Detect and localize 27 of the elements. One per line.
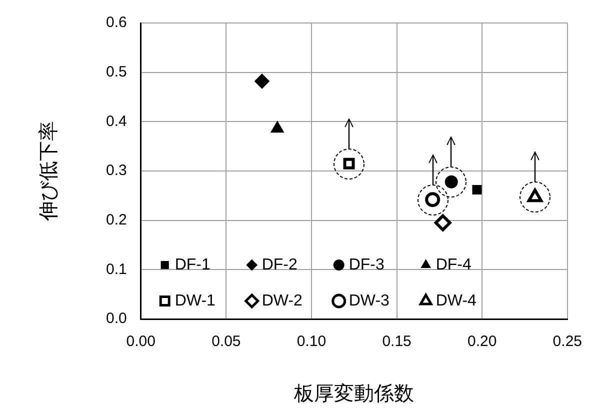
legend-label: DW-4 <box>436 292 477 310</box>
x-tick-label: 0.25 <box>552 333 582 350</box>
y-axis-title: 伸び低下率 <box>36 121 60 222</box>
legend-label: DF-1 <box>174 256 211 274</box>
y-tick-label: 0.2 <box>106 211 127 228</box>
point <box>434 214 452 232</box>
legend-label: DW-2 <box>262 292 303 310</box>
y-tick-label: 0.3 <box>106 162 127 180</box>
legend-label: DF-4 <box>436 256 472 274</box>
x-tick-label: 0.00 <box>126 333 156 350</box>
x-tick-label: 0.15 <box>382 333 412 350</box>
y-tick-label: 0.1 <box>106 260 127 278</box>
point <box>254 74 270 89</box>
y-tick-label: 0.6 <box>106 14 127 32</box>
y-tick-label: 0.4 <box>106 112 127 130</box>
point <box>472 185 482 194</box>
legend-label: DW-1 <box>174 292 216 310</box>
point <box>270 121 284 133</box>
legend-label: DF-3 <box>348 256 385 274</box>
y-tick-label: 0.0 <box>106 310 127 328</box>
x-axis-title: 板厚変動係数 <box>293 381 414 406</box>
y-tick-label: 0.5 <box>106 63 127 80</box>
legend-label: DW-3 <box>348 292 390 310</box>
x-tick-label: 0.20 <box>467 333 497 350</box>
legend-label: DF-2 <box>262 256 298 274</box>
x-tick-label: 0.10 <box>296 333 326 350</box>
x-tick-label: 0.05 <box>212 333 241 350</box>
